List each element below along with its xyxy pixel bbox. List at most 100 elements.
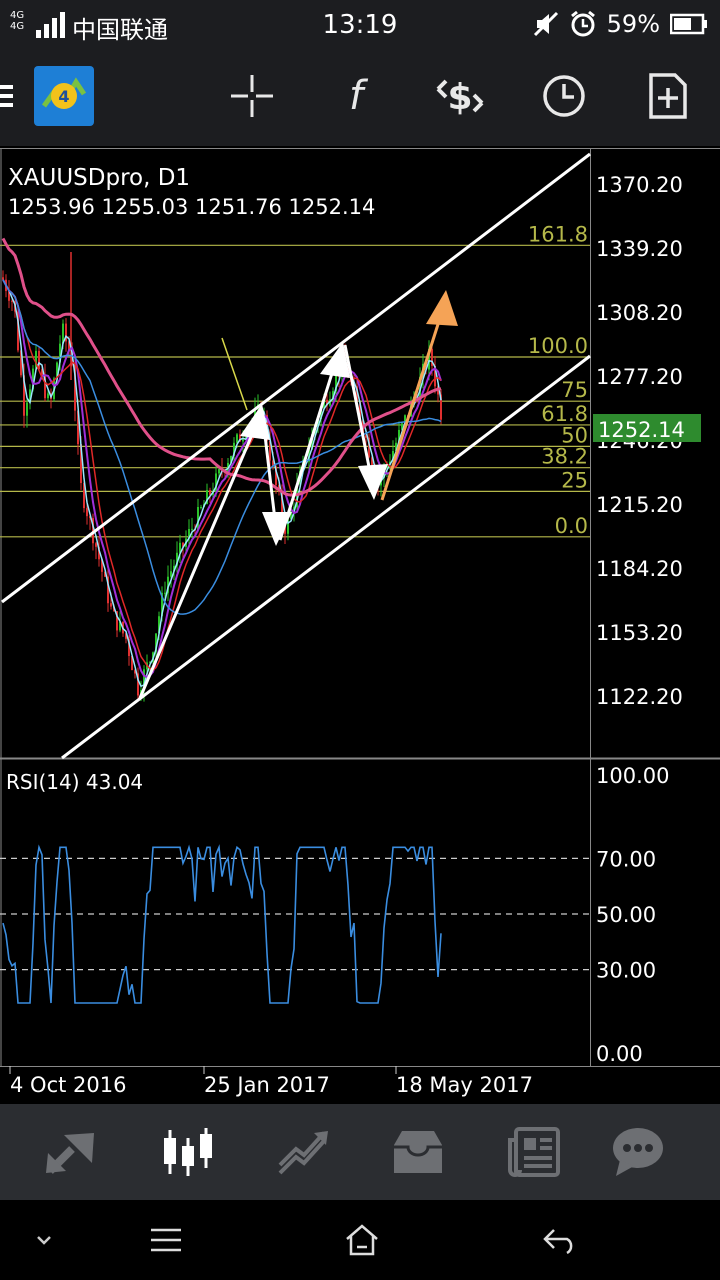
timeframe-button[interactable] xyxy=(534,66,594,126)
candlestick xyxy=(137,667,139,701)
price-axis-label: 1153.20 xyxy=(596,621,683,645)
fib-trend-line[interactable] xyxy=(221,337,248,411)
chevron-down-icon xyxy=(37,1236,51,1245)
wave-arrow-3[interactable] xyxy=(278,342,350,541)
ma-red-line xyxy=(2,279,442,671)
time-axis-label: 4 Oct 2016 xyxy=(10,1073,126,1097)
sys-chevron-button[interactable] xyxy=(14,1218,74,1262)
candlestick xyxy=(17,303,19,353)
nav-news[interactable] xyxy=(502,1122,566,1182)
price-axis-label: 1308.20 xyxy=(596,301,683,325)
candlestick xyxy=(2,270,4,282)
fib-level-label: 61.8 xyxy=(541,402,588,426)
network-indicator: 4G 4G xyxy=(10,10,24,32)
nav-quotes[interactable] xyxy=(40,1122,104,1182)
menu-lines-icon xyxy=(151,1228,181,1252)
sys-menu-button[interactable] xyxy=(136,1218,196,1262)
current-price-value: 1252.14 xyxy=(598,418,685,442)
alarm-icon xyxy=(570,10,595,37)
price-axis-label: 1184.20 xyxy=(596,557,683,581)
ma-blue-line xyxy=(2,279,442,615)
chart-toolbar: 4 f $ xyxy=(0,50,720,146)
battery-percent: 59% xyxy=(606,10,660,38)
price-axis-label: 1339.20 xyxy=(596,237,683,261)
rsi-line xyxy=(2,844,442,1004)
indicators-button[interactable]: f xyxy=(326,66,386,126)
fib-level-label: 100.0 xyxy=(528,334,588,358)
fib-level-label: 75 xyxy=(561,378,588,402)
time-axis-label: 25 Jan 2017 xyxy=(204,1073,330,1097)
current-price-badge: 1252.14 xyxy=(593,414,701,442)
rsi-axis-label: 0.00 xyxy=(596,1042,643,1066)
back-icon xyxy=(543,1229,573,1254)
menu-icon xyxy=(0,85,13,107)
wave-arrow-5[interactable] xyxy=(380,290,458,501)
app-logo-button[interactable]: 4 xyxy=(34,66,94,126)
add-template-button[interactable] xyxy=(638,66,698,126)
carrier-name: 中国联通 xyxy=(72,16,168,44)
chart-area[interactable]: 161.8 100.0 75 61.8 50 38.2 25 0.0 xyxy=(0,146,720,1104)
price-axis-label: 1277.20 xyxy=(596,365,683,389)
status-right: 59% xyxy=(533,10,708,38)
nav-chat[interactable] xyxy=(606,1122,670,1182)
price-axis-label: 1370.20 xyxy=(596,173,683,197)
clock: 13:19 xyxy=(322,10,398,40)
candlestick xyxy=(29,384,31,410)
candlestick xyxy=(167,565,169,602)
channel-upper-line[interactable] xyxy=(1,152,591,604)
status-bar: 4G 4G 中国联通 13:19 59% xyxy=(0,0,720,50)
candlestick xyxy=(65,318,67,352)
candlestick xyxy=(134,669,136,679)
wave-arrows[interactable] xyxy=(138,290,458,699)
wave-arrow-2[interactable] xyxy=(260,409,292,546)
app-logo: 4 xyxy=(34,66,94,126)
objects-icon: $ xyxy=(436,77,484,118)
fib-level-label: 50 xyxy=(561,423,588,447)
ma-purple-line xyxy=(2,279,442,678)
time-axis[interactable]: 4 Oct 2016 25 Jan 2017 18 May 2017 xyxy=(9,1066,533,1097)
fib-level-label: 0.0 xyxy=(555,514,588,538)
candlestick xyxy=(8,280,10,309)
nav-trade[interactable] xyxy=(272,1122,336,1182)
candlestick xyxy=(179,534,181,564)
system-navigation xyxy=(0,1200,720,1280)
objects-button[interactable]: $ xyxy=(430,66,490,126)
rsi-axis-label: 30.00 xyxy=(596,959,656,983)
trade-icon xyxy=(278,1131,328,1175)
time-axis-label: 18 May 2017 xyxy=(396,1073,533,1097)
rsi-axis-label: 100.00 xyxy=(596,764,669,788)
candlestick xyxy=(233,437,235,463)
indicators-icon: f xyxy=(349,73,369,119)
crosshair-button[interactable] xyxy=(222,66,282,126)
nav-history[interactable] xyxy=(386,1122,450,1182)
candlestick xyxy=(182,541,184,559)
candlestick xyxy=(38,346,40,372)
candlestick xyxy=(74,355,76,422)
candlestick xyxy=(176,541,178,573)
svg-text:$: $ xyxy=(447,77,472,118)
quotes-icon xyxy=(46,1133,94,1174)
price-axis-label: 1215.20 xyxy=(596,493,683,517)
chart-icon xyxy=(164,1128,212,1176)
rsi-title: RSI(14) 43.04 xyxy=(6,770,143,794)
network-type-bottom: 4G xyxy=(10,21,25,32)
candlestick xyxy=(191,517,193,538)
candlestick xyxy=(26,397,28,428)
menu-button[interactable] xyxy=(0,66,24,126)
channel-lower-line[interactable] xyxy=(61,354,591,760)
sys-back-button[interactable] xyxy=(530,1218,590,1262)
candlestick xyxy=(125,632,127,644)
price-axis-label: 1122.20 xyxy=(596,685,683,709)
chat-icon xyxy=(613,1128,663,1176)
sys-home-button[interactable] xyxy=(332,1218,392,1262)
current-price-badge-bg xyxy=(593,414,701,442)
nav-chart[interactable] xyxy=(156,1122,220,1182)
fib-level-label: 25 xyxy=(561,468,588,492)
history-icon xyxy=(394,1131,442,1173)
candlestick xyxy=(107,567,109,612)
candlestick xyxy=(434,356,436,394)
wave-arrow-4[interactable] xyxy=(343,344,388,500)
rsi-axis: 100.00 70.00 50.00 30.00 0.00 xyxy=(596,764,669,1066)
